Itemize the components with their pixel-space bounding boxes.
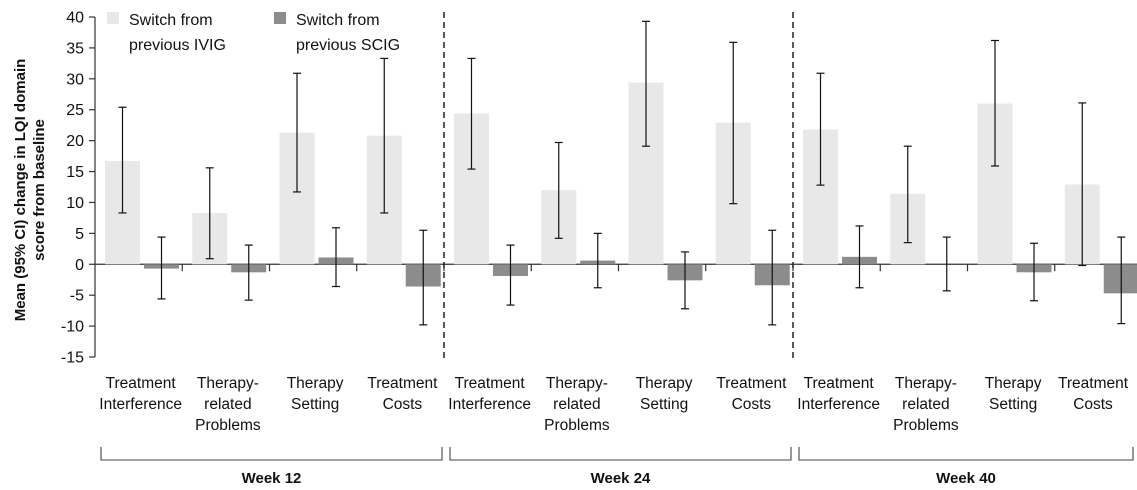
category-label: Interference xyxy=(448,396,531,413)
category-label: Therapy- xyxy=(197,375,259,392)
category-label: Interference xyxy=(99,396,182,413)
bar-scig xyxy=(1103,264,1137,294)
category-label: Setting xyxy=(291,396,339,413)
group-label: Week 24 xyxy=(591,470,651,487)
category-label: Treatment xyxy=(1058,375,1129,392)
category-label: Problems xyxy=(544,417,610,434)
category-label: Therapy- xyxy=(546,375,608,392)
category-label: related xyxy=(902,396,949,413)
group-label: Week 12 xyxy=(242,470,302,487)
category-label: Treatment xyxy=(455,375,526,392)
y-tick-label: -15 xyxy=(61,350,84,367)
category-label: Costs xyxy=(1073,396,1113,413)
y-axis-label-line1: Mean (95% CI) change in LQI domain xyxy=(12,59,29,322)
y-tick-label: 25 xyxy=(66,102,84,119)
y-axis-label-line2: score from baseline xyxy=(31,119,48,261)
legend-swatch-ivig xyxy=(107,12,119,24)
category-labels: Week 12 Treatment Interference Therapy-rela… xyxy=(99,375,1128,487)
category-label: Costs xyxy=(383,396,423,413)
category-label: related xyxy=(204,396,251,413)
category-label: Interference xyxy=(797,396,880,413)
group-bracket xyxy=(100,447,443,461)
y-tick-label: 10 xyxy=(66,195,84,212)
category-label: Setting xyxy=(640,396,688,413)
category-label: Therapy xyxy=(287,375,344,392)
category-label: related xyxy=(553,396,600,413)
y-tick-label: 20 xyxy=(66,133,84,150)
category-label: Treatment xyxy=(716,375,787,392)
category-label: Treatment xyxy=(804,375,875,392)
y-tick-label: 0 xyxy=(75,257,84,274)
category-label: Problems xyxy=(893,417,959,434)
legend-label-scig-line2: previous SCIG xyxy=(296,37,400,54)
y-tick-label: 35 xyxy=(66,40,84,57)
legend: Switch from previous IVIG Switch from pr… xyxy=(107,12,400,54)
group-bracket xyxy=(449,447,792,461)
category-label: Setting xyxy=(989,396,1037,413)
y-tick-label: 40 xyxy=(66,10,84,27)
legend-label-ivig-line2: previous IVIG xyxy=(129,37,226,54)
legend-swatch-scig xyxy=(274,12,286,24)
y-tick-label: 15 xyxy=(66,164,84,181)
category-label: Problems xyxy=(195,417,261,434)
group-label: Week 40 xyxy=(936,470,996,487)
axes: -15 -10 -5 0 5 10 15 20 25 30 35 40 xyxy=(61,10,1137,461)
y-tick-label: -5 xyxy=(70,288,84,305)
bars xyxy=(105,82,1137,294)
legend-label-ivig-line1: Switch from xyxy=(129,12,213,29)
category-label: Costs xyxy=(732,396,772,413)
y-tick-label: 30 xyxy=(66,71,84,88)
y-tick-label: -10 xyxy=(61,319,84,336)
y-axis-label: Mean (95% CI) change in LQI domain score… xyxy=(12,59,48,322)
category-label: Therapy xyxy=(985,375,1042,392)
error-bars xyxy=(118,20,1126,326)
category-label: Treatment xyxy=(367,375,438,392)
legend-label-scig-line1: Switch from xyxy=(296,12,380,29)
category-label: Treatment xyxy=(106,375,177,392)
category-label: Therapy xyxy=(636,375,693,392)
y-tick-label: 5 xyxy=(75,226,84,243)
category-label: Therapy- xyxy=(895,375,957,392)
group-bracket xyxy=(798,447,1134,461)
